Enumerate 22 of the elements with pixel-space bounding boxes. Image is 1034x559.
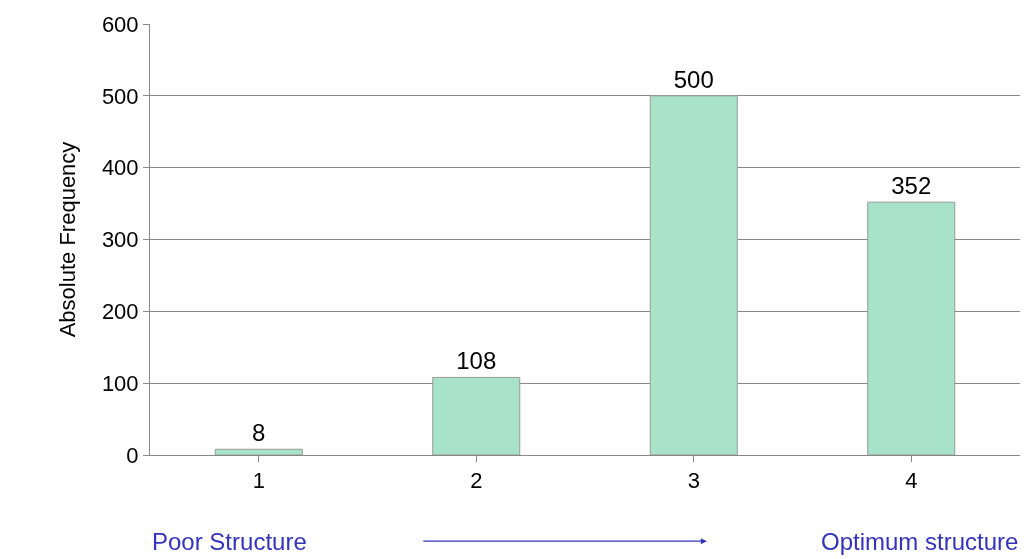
y-tick-label: 400	[101, 155, 139, 181]
data-label: 500	[673, 65, 714, 93]
bar	[649, 95, 738, 455]
data-label: 8	[252, 419, 266, 447]
y-tick-label: 500	[101, 83, 139, 109]
y-tick-label: 200	[101, 299, 139, 325]
bar	[214, 448, 303, 455]
y-tick-label: 0	[126, 442, 139, 468]
bar	[432, 376, 521, 455]
data-label: 352	[891, 172, 932, 200]
x-tick-label: 2	[470, 468, 483, 494]
x-tick-label: 3	[687, 468, 700, 494]
x-tick-label: 4	[905, 468, 918, 494]
x-tick-label: 1	[252, 468, 265, 494]
text: Optimum structure	[821, 528, 1019, 555]
y-tick-label: 100	[101, 370, 139, 396]
y-axis-title: Absolute Frequency	[54, 141, 80, 338]
bar	[867, 201, 956, 455]
text: Poor Structure	[152, 528, 307, 555]
y-tick-label: 600	[101, 11, 139, 37]
y-tick-label: 300	[101, 227, 139, 253]
data-label: 108	[456, 347, 497, 375]
